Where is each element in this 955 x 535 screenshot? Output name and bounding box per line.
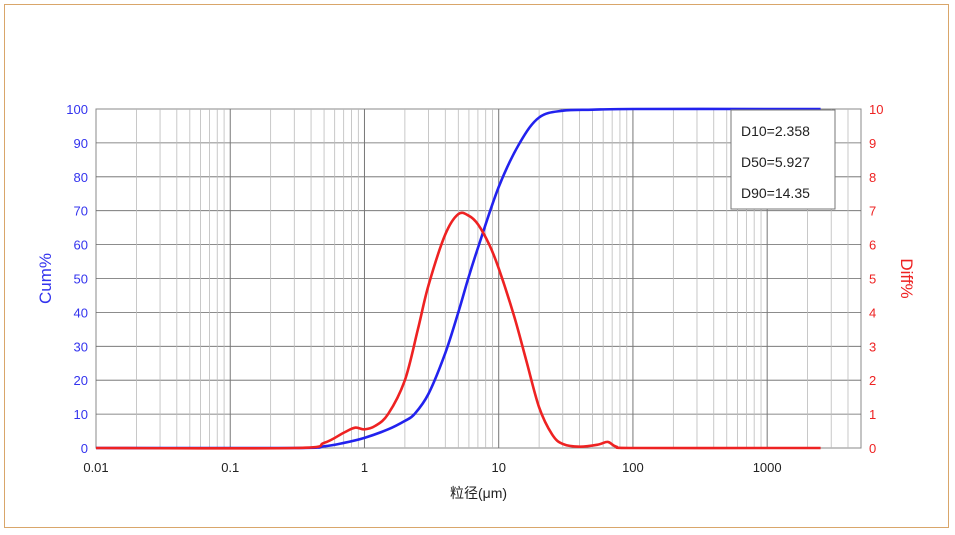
left-tick-label: 60	[74, 238, 88, 253]
left-axis-ticks: 0 10 20 30 40 50 60 70 80 90 100	[66, 102, 88, 456]
x-axis-label: 粒径(μm)	[450, 485, 507, 501]
right-tick-label: 0	[869, 441, 876, 456]
left-tick-label: 100	[66, 102, 88, 117]
x-tick-label: 1	[361, 460, 368, 475]
stat-d10: D10=2.358	[741, 123, 810, 139]
series-layer	[95, 107, 821, 450]
left-tick-label: 50	[74, 272, 88, 287]
cumulative-curve	[95, 107, 821, 450]
particle-size-chart: 0 10 20 30 40 50 60 70 80 90 100 0 1 2 3 4 5 6 7 8 9 10 0.01…	[36, 102, 916, 501]
left-tick-label: 40	[74, 305, 88, 320]
left-tick-label: 80	[74, 170, 88, 185]
x-tick-label: 10	[491, 460, 505, 475]
stat-d90: D90=14.35	[741, 185, 810, 201]
right-tick-label: 8	[869, 170, 876, 185]
x-tick-label: 100	[622, 460, 644, 475]
left-tick-label: 20	[74, 373, 88, 388]
stats-box: D10=2.358 D50=5.927 D90=14.35	[730, 109, 836, 210]
left-tick-label: 0	[81, 441, 88, 456]
left-tick-label: 10	[74, 407, 88, 422]
differential-curve	[95, 211, 821, 450]
right-axis-label: Diff%	[897, 258, 916, 298]
right-axis-ticks: 0 1 2 3 4 5 6 7 8 9 10	[869, 102, 883, 456]
right-tick-label: 5	[869, 272, 876, 287]
x-axis-ticks: 0.01 0.1 1 10 100 1000	[83, 460, 781, 475]
right-tick-label: 2	[869, 373, 876, 388]
x-tick-label: 0.1	[221, 460, 239, 475]
right-tick-label: 10	[869, 102, 883, 117]
right-tick-label: 7	[869, 204, 876, 219]
right-tick-label: 6	[869, 238, 876, 253]
left-tick-label: 70	[74, 204, 88, 219]
right-tick-label: 1	[869, 407, 876, 422]
right-tick-label: 3	[869, 339, 876, 354]
left-tick-label: 90	[74, 136, 88, 151]
right-tick-label: 4	[869, 305, 876, 320]
right-tick-label: 9	[869, 136, 876, 151]
stat-d50: D50=5.927	[741, 154, 810, 170]
x-tick-label: 1000	[753, 460, 782, 475]
stats-box-border	[730, 109, 836, 210]
chart-frame: 0 10 20 30 40 50 60 70 80 90 100 0 1 2 3 4 5 6 7 8 9 10 0.01…	[4, 4, 949, 528]
left-tick-label: 30	[74, 339, 88, 354]
left-axis-label: Cum%	[36, 253, 55, 304]
x-tick-label: 0.01	[83, 460, 108, 475]
